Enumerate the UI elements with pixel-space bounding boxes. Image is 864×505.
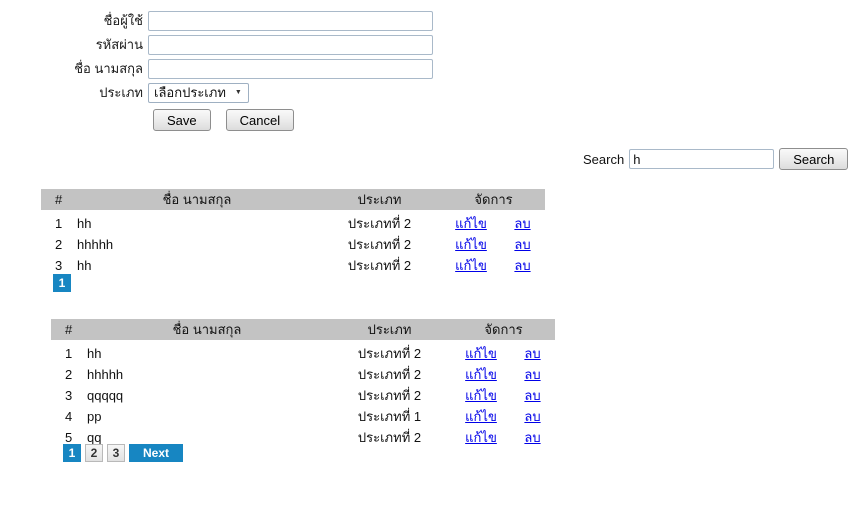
table2-body: 1 hh ประเภทที่ 2 แก้ไข ลบ 2 hhhhh ประเภท… (51, 342, 555, 449)
table1-header-manage: จัดการ (442, 189, 545, 213)
delete-link[interactable]: ลบ (524, 409, 541, 424)
row-type: ประเภทที่ 2 (357, 430, 422, 445)
table-row: 4 pp ประเภทที่ 1 แก้ไข ลบ (51, 406, 555, 427)
table1-pagination: 1 (53, 274, 71, 292)
form-row-password: รหัสผ่าน (2, 34, 433, 55)
row-name: qq (87, 430, 102, 445)
row-number: 1 (65, 346, 73, 361)
form-row-fullname: ชื่อ นามสกุล (2, 58, 433, 79)
table-row: 2 hhhhh ประเภทที่ 2 แก้ไข ลบ (51, 364, 555, 385)
table-row: 2 hhhhh ประเภทที่ 2 แก้ไข ลบ (41, 234, 545, 255)
edit-link[interactable]: แก้ไข (455, 237, 487, 252)
table1-header-name: ชื่อ นามสกุล (77, 189, 317, 213)
save-button[interactable]: Save (153, 109, 211, 131)
table-row: 1 hh ประเภทที่ 2 แก้ไข ลบ (51, 342, 555, 365)
row-number: 2 (55, 237, 63, 252)
row-number: 1 (55, 216, 63, 231)
row-type: ประเภทที่ 2 (357, 346, 422, 361)
edit-link[interactable]: แก้ไข (455, 258, 487, 273)
results-table-filtered: # ชื่อ นามสกุล ประเภท จัดการ 1 hh ประเภท… (41, 189, 545, 276)
results-table-all: # ชื่อ นามสกุล ประเภท จัดการ 1 hh ประเภท… (51, 319, 555, 448)
page-button[interactable]: 3 (107, 444, 125, 462)
row-name: hh (77, 216, 92, 231)
table-row: 1 hh ประเภทที่ 2 แก้ไข ลบ (41, 212, 545, 235)
table-row: 3 hh ประเภทที่ 2 แก้ไข ลบ (41, 255, 545, 276)
delete-link[interactable]: ลบ (524, 388, 541, 403)
row-name: pp (87, 409, 102, 424)
row-type: ประเภทที่ 2 (357, 367, 422, 382)
form-row-type: ประเภท เลือกประเภท ▼ (2, 82, 433, 103)
row-name: hhhhh (87, 367, 124, 382)
search-label: Search (583, 151, 625, 167)
table1-header-row: # ชื่อ นามสกุล ประเภท จัดการ (41, 189, 545, 213)
row-type: ประเภทที่ 2 (347, 216, 412, 231)
edit-link[interactable]: แก้ไข (465, 388, 497, 403)
table-row: 5 qq ประเภทที่ 2 แก้ไข ลบ (51, 427, 555, 448)
table1-header-num: # (41, 189, 77, 213)
chevron-down-icon: ▼ (234, 89, 242, 96)
row-name: hhhhh (77, 237, 114, 252)
delete-link[interactable]: ลบ (524, 346, 541, 361)
table2-header-type: ประเภท (327, 319, 452, 343)
row-name: qqqqq (87, 388, 124, 403)
username-label: ชื่อผู้ใช้ (103, 13, 143, 28)
table2-pagination: 1 2 3 Next (63, 444, 184, 462)
delete-link[interactable]: ลบ (524, 430, 541, 445)
password-field[interactable] (148, 34, 433, 55)
row-type: ประเภทที่ 2 (347, 237, 412, 252)
username-field[interactable] (148, 10, 433, 31)
row-number: 2 (65, 367, 73, 382)
table-row: 3 qqqqq ประเภทที่ 2 แก้ไข ลบ (51, 385, 555, 406)
row-type: ประเภทที่ 2 (347, 258, 412, 273)
form-row-username: ชื่อผู้ใช้ (2, 10, 433, 31)
search-button[interactable]: Search (779, 148, 849, 170)
row-type: ประเภทที่ 2 (357, 388, 422, 403)
type-label: ประเภท (99, 85, 143, 100)
row-number: 4 (65, 409, 73, 424)
type-select-value: เลือกประเภท (154, 85, 226, 100)
form-buttons: Save Cancel (153, 109, 433, 131)
row-type: ประเภทที่ 1 (357, 409, 422, 424)
row-number: 3 (55, 258, 63, 273)
table1-body: 1 hh ประเภทที่ 2 แก้ไข ลบ 2 hhhhh ประเภท… (41, 212, 545, 277)
page-button[interactable]: 2 (85, 444, 103, 462)
row-name: hh (87, 346, 102, 361)
row-name: hh (77, 258, 92, 273)
edit-link[interactable]: แก้ไข (465, 346, 497, 361)
page-button[interactable]: Next (129, 444, 184, 462)
table2-header-num: # (51, 319, 87, 343)
delete-link[interactable]: ลบ (514, 216, 531, 231)
type-select[interactable]: เลือกประเภท ▼ (148, 82, 249, 103)
table1-header-type: ประเภท (317, 189, 442, 213)
table2-header-name: ชื่อ นามสกุล (87, 319, 327, 343)
page-button[interactable]: 1 (63, 444, 81, 462)
delete-link[interactable]: ลบ (524, 367, 541, 382)
edit-link[interactable]: แก้ไข (465, 430, 497, 445)
edit-link[interactable]: แก้ไข (455, 216, 487, 231)
row-number: 5 (65, 430, 73, 445)
search-bar: Search Search (583, 148, 849, 170)
page-button[interactable]: 1 (53, 274, 71, 292)
password-label: รหัสผ่าน (95, 37, 143, 52)
search-input[interactable] (629, 149, 775, 169)
edit-link[interactable]: แก้ไข (465, 409, 497, 424)
cancel-button[interactable]: Cancel (225, 109, 295, 131)
row-number: 3 (65, 388, 73, 403)
delete-link[interactable]: ลบ (514, 258, 531, 273)
edit-link[interactable]: แก้ไข (465, 367, 497, 382)
user-entry-form: ชื่อผู้ใช้ รหัสผ่าน ชื่อ นามสกุล ประเภท … (2, 10, 433, 131)
table2-header-manage: จัดการ (452, 319, 555, 343)
table2-header-row: # ชื่อ นามสกุล ประเภท จัดการ (51, 319, 555, 343)
delete-link[interactable]: ลบ (514, 237, 531, 252)
fullname-field[interactable] (148, 58, 433, 79)
fullname-label: ชื่อ นามสกุล (74, 61, 143, 76)
